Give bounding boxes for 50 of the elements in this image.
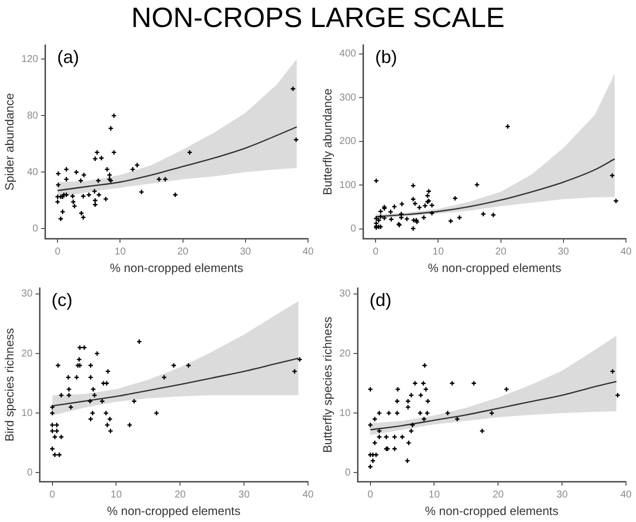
y-tick-label: 20: [21, 348, 33, 360]
y-tick-label: 0: [32, 223, 39, 234]
x-tick-label: 10: [432, 246, 444, 258]
y-tick-label: 0: [26, 467, 33, 478]
annotation: (c): [52, 290, 73, 310]
y-tick-label: 0: [344, 467, 351, 478]
x-tick-label: 40: [302, 246, 314, 258]
x-tick-label: 30: [240, 246, 252, 258]
y-tick-label: 120: [21, 54, 39, 65]
y-tick-label: 400: [339, 48, 357, 60]
x-tick-label: 40: [302, 489, 314, 500]
x-tick-label: 20: [177, 246, 189, 258]
y-tick-label: 0: [350, 224, 357, 235]
x-tick-label: 40: [620, 246, 632, 258]
x-tick-label: 10: [428, 489, 440, 500]
y-axis-title: Spider abundance: [2, 92, 17, 191]
x-tick-label: 0: [54, 246, 61, 258]
y-tick-label: 10: [21, 408, 33, 419]
x-axis-title: % non-cropped elements: [110, 261, 244, 276]
annotation: (d): [370, 290, 392, 310]
chart-title: NON-CROPS LARGE SCALE: [130, 1, 506, 35]
y-tick-label: 200: [339, 136, 357, 148]
x-tick-label: 20: [492, 489, 504, 500]
annotation: (a): [57, 46, 80, 67]
y-axis-title: Bird species richness: [2, 328, 17, 442]
x-axis-title: % non-cropped elements: [107, 504, 240, 518]
x-axis-title: % non-cropped elements: [428, 261, 562, 276]
x-tick-label: 30: [558, 246, 570, 258]
x-tick-label: 30: [556, 489, 568, 500]
y-tick-label: 300: [339, 92, 357, 104]
y-axis-title: Butterfly species richness: [320, 316, 335, 453]
x-tick-label: 0: [50, 489, 56, 500]
x-axis-title: % non-cropped elements: [425, 504, 558, 518]
y-tick-label: 10: [339, 408, 351, 419]
y-tick-label: 30: [21, 288, 33, 300]
y-axis-title: Butterfly abundance: [320, 88, 335, 196]
x-tick-label: 10: [110, 489, 122, 500]
x-tick-label: 0: [372, 246, 379, 258]
y-tick-label: 30: [339, 288, 351, 300]
y-tick-label: 20: [339, 348, 351, 360]
x-tick-label: 20: [174, 489, 186, 500]
x-tick-label: 30: [238, 489, 250, 500]
x-tick-label: 20: [495, 246, 507, 258]
x-tick-label: 40: [620, 489, 632, 500]
x-tick-label: 10: [114, 246, 126, 258]
y-tick-label: 100: [339, 180, 357, 191]
annotation: (b): [375, 46, 398, 67]
y-tick-label: 40: [26, 166, 39, 178]
y-tick-label: 80: [26, 110, 39, 122]
x-tick-label: 0: [368, 489, 374, 500]
